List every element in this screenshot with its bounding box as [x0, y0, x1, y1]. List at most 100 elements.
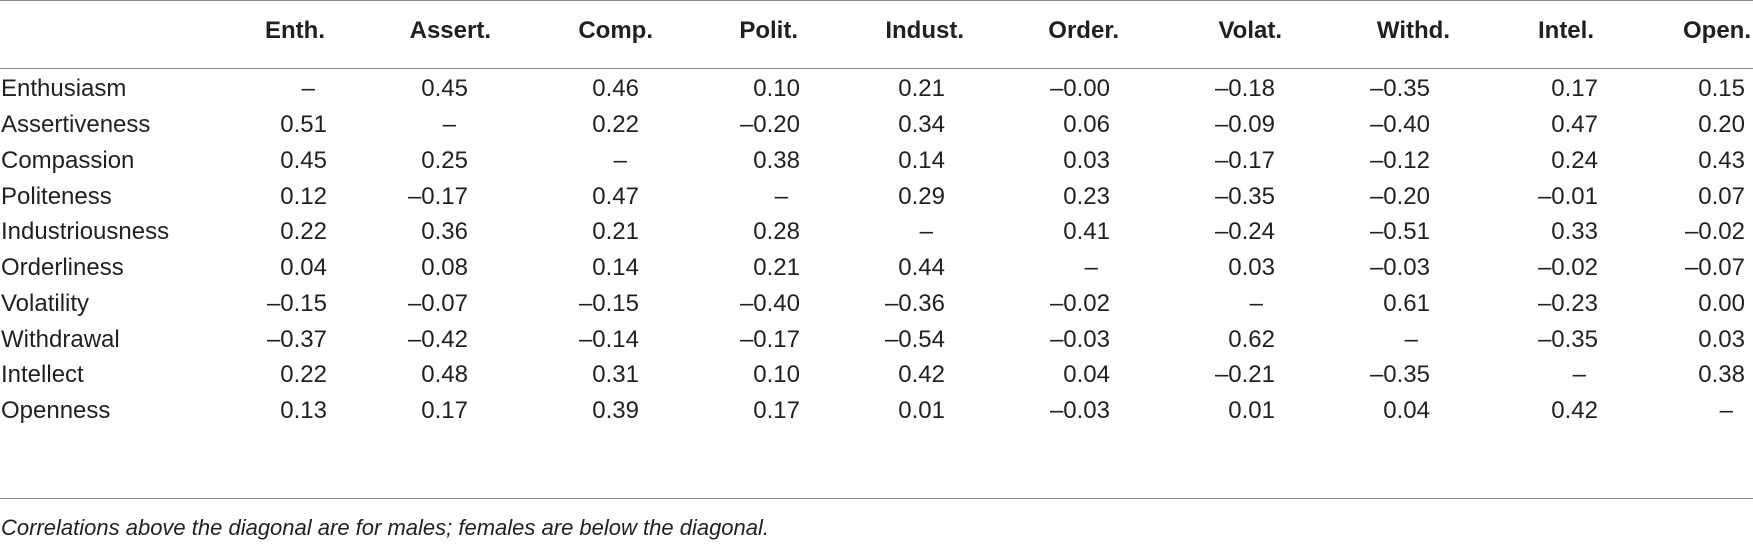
table-cell: 0.24: [1551, 147, 1598, 174]
table-cell: 0.48: [421, 361, 468, 388]
table-cell: –0.03: [1049, 397, 1110, 424]
table-cell: –0.15: [578, 290, 639, 317]
table-row: Openness 0.13 0.17 0.39 0.17 0.01 –0.03 0.01 0.0…: [0, 391, 1753, 431]
table-cell: 0.21: [898, 75, 945, 102]
table-cell: –0.14: [578, 326, 639, 353]
table-cell: 0.47: [1551, 111, 1598, 138]
table-cell: 0.28: [753, 218, 800, 245]
table-cell: 0.45: [421, 75, 468, 102]
table-cell: 0.34: [898, 111, 945, 138]
table-cell: –0.35: [1369, 75, 1430, 102]
table-cell: –: [613, 147, 627, 174]
table-cell: 0.04: [280, 254, 327, 281]
table-cell: –0.51: [1369, 218, 1430, 245]
table-cell: 0.12: [280, 183, 327, 210]
table-cell: –0.54: [884, 326, 945, 353]
table-cell: –0.35: [1369, 361, 1430, 388]
table-cell: 0.23: [1063, 183, 1110, 210]
row-label: Intellect: [1, 361, 84, 388]
table-cell: 0.25: [421, 147, 468, 174]
table-cell: 0.01: [898, 397, 945, 424]
table-header-row: Enth. Assert. Comp. Polit. Indust. Order…: [0, 11, 1753, 51]
table-cell: 0.29: [898, 183, 945, 210]
table-cell: 0.41: [1063, 218, 1110, 245]
table-cell: –: [774, 183, 788, 210]
table-cell: 0.00: [1698, 290, 1745, 317]
table-cell: 0.22: [280, 361, 327, 388]
table-cell: –0.00: [1049, 75, 1110, 102]
table-cell: –0.36: [884, 290, 945, 317]
table-cell: –0.40: [1369, 111, 1430, 138]
table-cell: 0.36: [421, 218, 468, 245]
table-cell: 0.39: [592, 397, 639, 424]
table-cell: 0.21: [592, 218, 639, 245]
table-cell: 0.62: [1228, 326, 1275, 353]
row-label: Assertiveness: [1, 111, 151, 138]
column-header-volat: Volat.: [1218, 17, 1282, 44]
table-cell: 0.08: [421, 254, 468, 281]
table-cell: 0.20: [1698, 111, 1745, 138]
table-top-rule: [0, 0, 1753, 1]
table-cell: 0.01: [1228, 397, 1275, 424]
row-label: Openness: [1, 397, 111, 424]
column-header-intel: Intel.: [1537, 17, 1594, 44]
table-cell: –0.21: [1214, 361, 1275, 388]
table-cell: 0.03: [1228, 254, 1275, 281]
table-cell: 0.10: [753, 361, 800, 388]
table-bottom-rule: [0, 498, 1753, 499]
table-cell: 0.22: [592, 111, 639, 138]
table-cell: –: [1404, 326, 1418, 353]
table-row: Assertiveness 0.51 – 0.22 –0.20 0.34 0.06 –0.09…: [0, 105, 1753, 145]
row-label: Politeness: [1, 183, 112, 210]
table-cell: 0.21: [753, 254, 800, 281]
row-label: Orderliness: [1, 254, 124, 281]
table-cell: –0.01: [1537, 183, 1598, 210]
table-cell: –0.20: [739, 111, 800, 138]
table-cell: 0.04: [1383, 397, 1430, 424]
table-cell: 0.10: [753, 75, 800, 102]
row-label: Enthusiasm: [1, 75, 127, 102]
table-cell: –0.18: [1214, 75, 1275, 102]
table-cell: –0.02: [1684, 218, 1745, 245]
table-cell: –0.15: [266, 290, 327, 317]
column-header-comp: Comp.: [578, 17, 653, 44]
table-cell: 0.13: [280, 397, 327, 424]
table-cell: 0.44: [898, 254, 945, 281]
table-cell: 0.17: [753, 397, 800, 424]
table-cell: 0.07: [1698, 183, 1745, 210]
table-cell: –0.17: [739, 326, 800, 353]
column-header-polit: Polit.: [739, 17, 798, 44]
table-cell: 0.38: [753, 147, 800, 174]
table-cell: –0.24: [1214, 218, 1275, 245]
table-cell: –0.03: [1369, 254, 1430, 281]
table-cell: –0.03: [1049, 326, 1110, 353]
table-row: Enthusiasm – 0.45 0.46 0.10 0.21 –0.00 –0.18 –0.…: [0, 69, 1753, 109]
table-cell: 0.06: [1063, 111, 1110, 138]
table-header-rule: [0, 68, 1753, 69]
table-cell: 0.43: [1698, 147, 1745, 174]
column-header-assert: Assert.: [409, 17, 491, 44]
table-cell: –: [919, 218, 933, 245]
table-cell: 0.42: [1551, 397, 1598, 424]
table-cell: –0.23: [1537, 290, 1598, 317]
table-cell: 0.17: [1551, 75, 1598, 102]
table-cell: –: [1572, 361, 1586, 388]
table-cell: –0.20: [1369, 183, 1430, 210]
table-cell: 0.14: [898, 147, 945, 174]
table-cell: –0.09: [1214, 111, 1275, 138]
column-header-enth: Enth.: [265, 17, 325, 44]
table-cell: 0.31: [592, 361, 639, 388]
table-cell: –: [1084, 254, 1098, 281]
table-cell: 0.14: [592, 254, 639, 281]
table-cell: –: [301, 75, 315, 102]
table-cell: 0.42: [898, 361, 945, 388]
table-cell: –: [1249, 290, 1263, 317]
column-header-indust: Indust.: [885, 17, 964, 44]
table-cell: –0.07: [1684, 254, 1745, 281]
table-row: Compassion 0.45 0.25 – 0.38 0.14 0.03 –0.17 –0.1…: [0, 141, 1753, 181]
table-cell: –0.35: [1537, 326, 1598, 353]
table-cell: 0.38: [1698, 361, 1745, 388]
row-label: Volatility: [1, 290, 90, 317]
table-cell: –0.12: [1369, 147, 1430, 174]
column-header-withd: Withd.: [1376, 17, 1450, 44]
